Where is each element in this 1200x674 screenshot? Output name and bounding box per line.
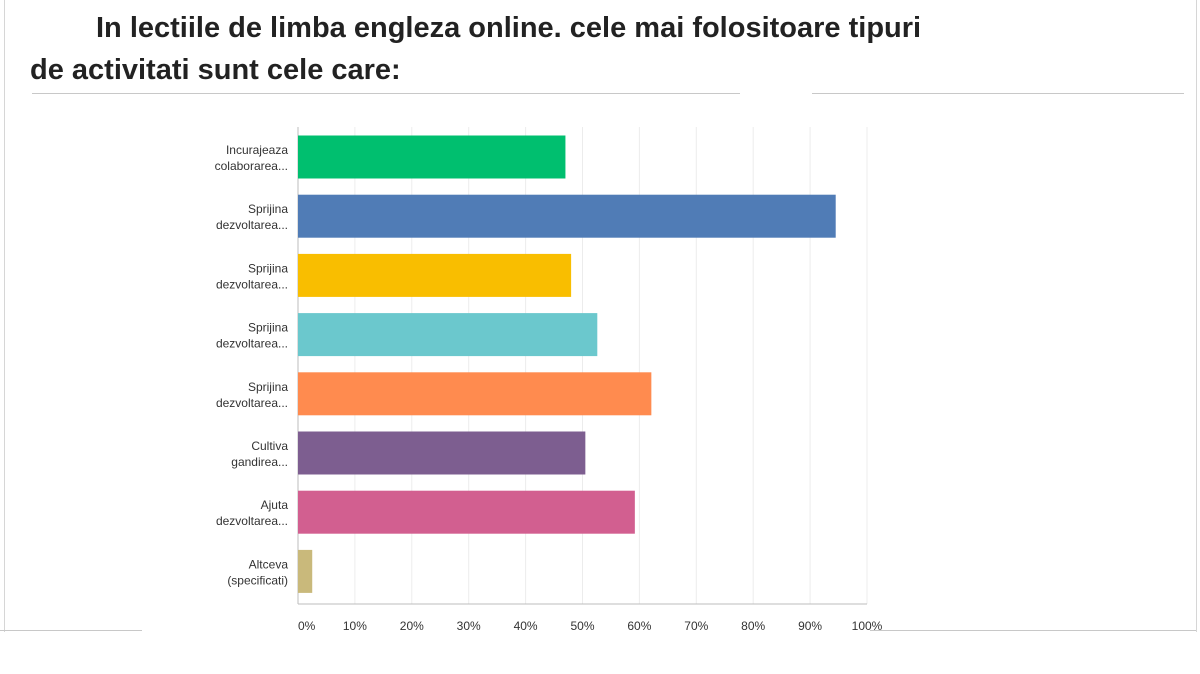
category-label-line: Ajuta (261, 498, 289, 512)
x-tick-label: 70% (684, 619, 708, 633)
slide-frame-left (4, 0, 5, 632)
footer-divider-right (870, 630, 1196, 631)
category-label-line: Incurajeaza (226, 143, 288, 157)
category-label-line: Sprijina (248, 202, 288, 216)
x-tick-label: 40% (514, 619, 538, 633)
slide-title-line1: In lectiile de limba engleza online. cel… (96, 12, 922, 44)
bar (298, 490, 635, 534)
category-label-line: Sprijina (248, 380, 288, 394)
bar (298, 313, 598, 357)
category-label: Incurajeaza colaborarea... (215, 143, 289, 173)
bar (298, 253, 572, 297)
category-label: Ajuta dezvoltarea... (216, 498, 288, 528)
slide-title-line2: de activitati sunt cele care: (30, 54, 401, 86)
x-tick-label: 0% (298, 619, 316, 633)
category-label: Sprijina dezvoltarea... (216, 380, 288, 410)
category-label-line: dezvoltarea... (216, 514, 288, 528)
x-tick-label: 60% (627, 619, 651, 633)
slide-frame-right (1196, 0, 1197, 632)
bar (298, 549, 313, 593)
category-label-line: Sprijina (248, 261, 288, 275)
x-tick-label: 30% (457, 619, 481, 633)
category-label-line: (specificati) (227, 573, 288, 587)
category-label-line: dezvoltarea... (216, 396, 288, 410)
x-tick-label: 10% (343, 619, 367, 633)
category-label-line: Cultiva (251, 439, 288, 453)
category-label-line: colaborarea... (215, 159, 288, 173)
category-label: Cultiva gandirea... (231, 439, 288, 469)
bar (298, 372, 652, 416)
bar (298, 194, 836, 238)
footer-divider-left (0, 630, 142, 631)
x-tick-label: 90% (798, 619, 822, 633)
x-tick-label: 100% (852, 619, 883, 633)
category-label: Sprijina dezvoltarea... (216, 261, 288, 291)
category-label-line: dezvoltarea... (216, 218, 288, 232)
x-tick-label: 50% (570, 619, 594, 633)
bar (298, 135, 566, 179)
title-divider-right (812, 93, 1184, 94)
category-label-line: dezvoltarea... (216, 337, 288, 351)
category-label-line: gandirea... (231, 455, 288, 469)
title-divider-left (32, 93, 740, 94)
x-tick-label: 20% (400, 619, 424, 633)
category-label: Altceva (specificati) (227, 557, 288, 587)
category-label-line: Altceva (249, 557, 289, 571)
category-label-line: Sprijina (248, 321, 288, 335)
x-tick-label: 80% (741, 619, 765, 633)
category-label: Sprijina dezvoltarea... (216, 321, 288, 351)
bar (298, 431, 586, 475)
category-label: Sprijina dezvoltarea... (216, 202, 288, 232)
category-label-line: dezvoltarea... (216, 277, 288, 291)
